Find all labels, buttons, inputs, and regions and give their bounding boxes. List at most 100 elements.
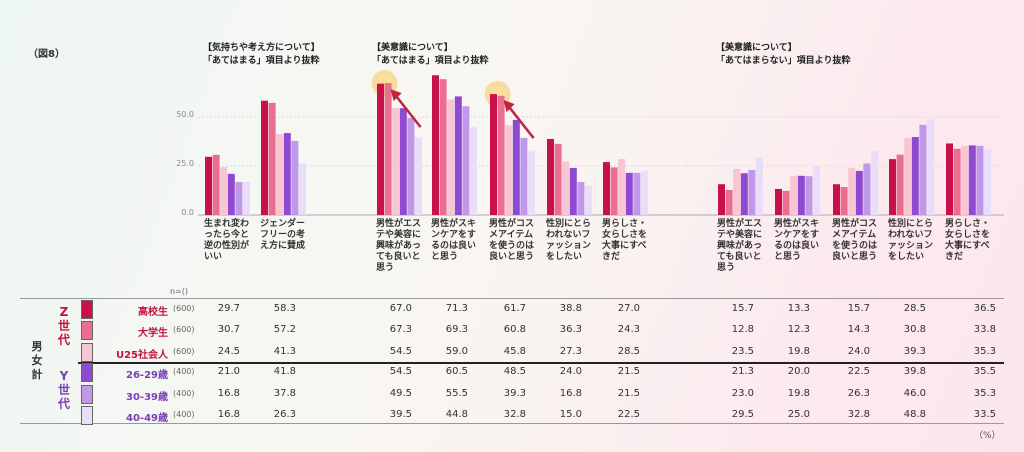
bar <box>790 176 798 215</box>
bar <box>984 149 991 215</box>
table-cell: 35.5 <box>973 366 996 377</box>
table-cell: 16.8 <box>217 388 240 399</box>
table-cell: 71.3 <box>445 303 468 314</box>
bar <box>718 184 725 215</box>
table-cell: 24.5 <box>217 346 240 357</box>
table-cell: 37.8 <box>273 388 296 399</box>
arrow-head <box>503 100 515 113</box>
table-cell: 27.3 <box>559 346 582 357</box>
y-tick-label: 0.0 <box>181 208 194 217</box>
bar <box>961 145 969 215</box>
arrow-line <box>506 104 535 139</box>
figure-label: （図8） <box>28 49 65 60</box>
section-1-header: 【気持ちや考え方について】 「あてはまる」項目より抜粋 <box>203 42 320 68</box>
bar <box>610 167 618 215</box>
bar <box>633 172 641 215</box>
table-cell: 23.5 <box>731 346 754 357</box>
table-cell: 36.5 <box>973 303 996 314</box>
legend-swatch <box>81 385 93 404</box>
table-cell: 23.0 <box>731 388 754 399</box>
bar <box>805 176 813 215</box>
category-label: ジェンダーフリーの考え方に賛成 <box>260 219 306 251</box>
bar <box>562 161 570 215</box>
table-cell: 30.8 <box>903 324 926 335</box>
bar <box>855 170 863 215</box>
table-cell: 41.3 <box>273 346 296 357</box>
bar <box>384 83 392 215</box>
bar <box>748 169 756 215</box>
table-cell: 12.3 <box>787 324 810 335</box>
bar <box>775 188 782 215</box>
table-cell: 36.3 <box>559 324 582 335</box>
bar <box>953 148 961 215</box>
section-header-sub: 「あてはまる」項目より抜粋 <box>203 56 320 66</box>
arrow-head <box>390 89 402 102</box>
category-label: 男性がエステや美容に興味があっても良いと思う <box>376 219 422 273</box>
table-cell: 32.8 <box>847 409 870 420</box>
y-tick-label: 50.0 <box>176 110 194 119</box>
table-cell: 29.7 <box>217 303 240 314</box>
table-cell: 48.8 <box>903 409 926 420</box>
bar <box>569 167 577 215</box>
generation-divider <box>78 362 1004 364</box>
bar <box>490 94 497 215</box>
bar <box>577 182 585 215</box>
bar <box>276 134 284 215</box>
bar <box>756 157 763 215</box>
table-cell: 20.0 <box>787 366 810 377</box>
section-header-sub: 「あてはまる」項目より抜粋 <box>372 56 489 66</box>
table-cell: 39.5 <box>389 409 412 420</box>
table-cell: 67.3 <box>389 324 412 335</box>
table-cell: 46.0 <box>903 388 926 399</box>
bar <box>235 182 243 215</box>
table-cell: 54.5 <box>389 346 412 357</box>
bar <box>528 150 535 215</box>
bar <box>813 166 820 215</box>
table-cell: 59.0 <box>445 346 468 357</box>
category-label: 性別にとらわれないファッションをしたい <box>546 219 592 262</box>
generation-label-z: Z世代 <box>57 305 70 347</box>
bar <box>904 137 912 215</box>
table-cell: 38.8 <box>559 303 582 314</box>
row-n-count: (600) <box>173 325 195 334</box>
bar <box>797 175 805 215</box>
table-cell: 44.8 <box>445 409 468 420</box>
table-cell: 19.8 <box>787 388 810 399</box>
table-cell: 61.7 <box>503 303 526 314</box>
bar <box>641 170 648 215</box>
section-2-header: 【美意識について】 「あてはまる」項目より抜粋 <box>372 42 488 68</box>
bar <box>462 106 470 215</box>
bar <box>976 145 984 215</box>
bar <box>833 184 840 215</box>
table-cell: 32.8 <box>503 409 526 420</box>
row-label: 26-29歳 <box>126 370 168 381</box>
table-cell: 35.3 <box>973 346 996 357</box>
table-cell: 25.0 <box>787 409 810 420</box>
bar <box>896 154 904 215</box>
table-cell: 39.8 <box>903 366 926 377</box>
legend-swatch <box>81 300 93 319</box>
table-cell: 39.3 <box>503 388 526 399</box>
table-cell: 21.5 <box>617 366 640 377</box>
table-cell: 33.8 <box>973 324 996 335</box>
category-label: 男らしさ・女らしさを大事にすべきだ <box>602 219 648 262</box>
row-n-count: (400) <box>173 367 195 376</box>
bar <box>439 79 447 215</box>
unit-label: （%） <box>974 431 1001 441</box>
bar <box>863 163 871 215</box>
table-cell: 28.5 <box>617 346 640 357</box>
category-label: 男性がスキンケアをするのは良いと思う <box>431 219 477 262</box>
table-cell: 12.8 <box>731 324 754 335</box>
bar <box>871 150 878 215</box>
table-cell: 22.5 <box>617 409 640 420</box>
table-cell: 58.3 <box>273 303 296 314</box>
table-cell: 27.0 <box>617 303 640 314</box>
bar <box>432 75 439 215</box>
bar <box>911 136 919 215</box>
table-cell: 26.3 <box>847 388 870 399</box>
bar <box>625 172 633 215</box>
total-label: 男女計 <box>31 340 43 381</box>
table-cell: 55.5 <box>445 388 468 399</box>
category-label: 男性がスキンケアをするのは良いと思う <box>774 219 820 262</box>
